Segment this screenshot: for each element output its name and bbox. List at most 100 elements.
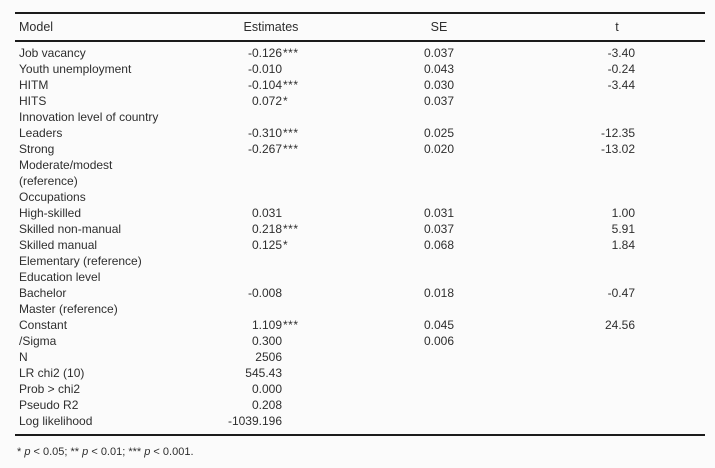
significance-stars: *** — [283, 78, 299, 92]
row-label: Job vacancy — [19, 46, 86, 60]
row-label: Bachelor — [19, 286, 67, 300]
t-value — [454, 397, 635, 413]
significance-stars — [282, 157, 308, 173]
estimate-value: -0.310 — [247, 126, 282, 140]
regression-table: Model Estimates SE t Job vacancy -0.126 **… — [15, 12, 705, 436]
se-value: 0.018 — [423, 286, 454, 300]
estimate-value: 2506 — [255, 350, 282, 364]
estimate-value — [222, 269, 282, 285]
row-label: HITS — [19, 94, 47, 108]
estimate-value: 1.109 — [251, 318, 282, 332]
estimate-value: 545.43 — [245, 366, 282, 380]
column-header-t: t — [615, 20, 619, 34]
estimate-value: -0.010 — [247, 62, 282, 76]
t-value: -0.47 — [607, 286, 635, 300]
estimate-value — [222, 301, 282, 317]
row-label: (reference) — [19, 174, 78, 188]
table-row: Strong -0.267 *** 0.020 -13.02 — [15, 141, 705, 157]
row-label: Occupations — [19, 190, 86, 204]
estimate-value: 0.208 — [251, 398, 282, 412]
significance-stars: *** — [283, 126, 299, 140]
t-value — [454, 173, 635, 189]
significance-stars: *** — [283, 222, 299, 236]
t-value: 24.56 — [604, 318, 635, 332]
table-bottom-rule — [15, 434, 705, 436]
se-value — [308, 109, 454, 125]
t-value — [454, 413, 635, 429]
t-value — [454, 365, 635, 381]
significance-stars — [282, 285, 308, 301]
estimate-value: 0.000 — [251, 382, 282, 396]
se-value: 0.037 — [423, 222, 454, 236]
significance-stars — [282, 253, 308, 269]
estimate-value — [222, 109, 282, 125]
table-row: /Sigma 0.300 0.006 — [15, 333, 705, 349]
estimate-value: 0.300 — [251, 334, 282, 348]
table-row: Pseudo R2 0.208 — [15, 397, 705, 413]
significance-stars — [282, 349, 308, 365]
estimate-value: -1039.196 — [227, 414, 282, 428]
se-value — [308, 253, 454, 269]
se-value — [308, 189, 454, 205]
table-row: Elementary (reference) — [15, 253, 705, 269]
table-body: Job vacancy -0.126 *** 0.037 -3.40 Youth unem… — [15, 42, 705, 434]
row-label: N — [19, 350, 28, 364]
se-value: 0.043 — [423, 62, 454, 76]
row-label: Youth unemployment — [19, 62, 132, 76]
table-row: HITS 0.072 * 0.037 — [15, 93, 705, 109]
significance-stars — [282, 333, 308, 349]
estimate-value: -0.008 — [247, 286, 282, 300]
se-value — [308, 397, 454, 413]
table-row: Bachelor -0.008 0.018 -0.47 — [15, 285, 705, 301]
row-label: Pseudo R2 — [19, 398, 79, 412]
table-header-row: Model Estimates SE t — [15, 14, 705, 40]
se-value: 0.025 — [423, 126, 454, 140]
table-row: Leaders -0.310 *** 0.025 -12.35 — [15, 125, 705, 141]
table-row: Moderate/modest — [15, 157, 705, 173]
table-header-rule — [15, 40, 705, 42]
significance-stars: *** — [283, 318, 299, 332]
table-row: Innovation level of country — [15, 109, 705, 125]
row-label: Moderate/modest — [19, 158, 113, 172]
estimate-value: -0.267 — [247, 142, 282, 156]
se-value: 0.006 — [423, 334, 454, 348]
se-value — [308, 157, 454, 173]
column-header-se: SE — [430, 20, 448, 34]
estimate-value: 0.031 — [251, 206, 282, 220]
row-label: Leaders — [19, 126, 63, 140]
table-row: Constant 1.109 *** 0.045 24.56 — [15, 317, 705, 333]
table-row: HITM -0.104 *** 0.030 -3.44 — [15, 77, 705, 93]
se-value — [308, 173, 454, 189]
row-label: /Sigma — [19, 334, 57, 348]
se-value — [308, 269, 454, 285]
t-value: 1.00 — [611, 206, 635, 220]
estimate-value: -0.104 — [247, 78, 282, 92]
estimate-value — [222, 173, 282, 189]
significance-stars — [282, 381, 308, 397]
t-value: -3.40 — [607, 46, 635, 60]
t-value — [454, 157, 635, 173]
se-value — [308, 349, 454, 365]
t-value — [454, 109, 635, 125]
table-row: Education level — [15, 269, 705, 285]
se-value: 0.020 — [423, 142, 454, 156]
significance-stars — [282, 109, 308, 125]
significance-stars: * — [283, 238, 289, 252]
table-row: Youth unemployment -0.010 0.043 -0.24 — [15, 61, 705, 77]
row-label: Education level — [19, 270, 101, 284]
t-value: -0.24 — [607, 62, 635, 76]
t-value — [454, 269, 635, 285]
se-value: 0.037 — [423, 94, 454, 108]
table-row: (reference) — [15, 173, 705, 189]
se-value — [308, 381, 454, 397]
t-value — [454, 381, 635, 397]
column-header-model: Model — [19, 20, 54, 34]
se-value — [308, 413, 454, 429]
t-value — [454, 333, 635, 349]
row-label: Constant — [19, 318, 68, 332]
se-value: 0.030 — [423, 78, 454, 92]
significance-stars — [282, 61, 308, 77]
estimate-value: 0.125 — [251, 238, 282, 252]
estimate-value — [222, 157, 282, 173]
table-row: Skilled non-manual 0.218 *** 0.037 5.91 — [15, 221, 705, 237]
